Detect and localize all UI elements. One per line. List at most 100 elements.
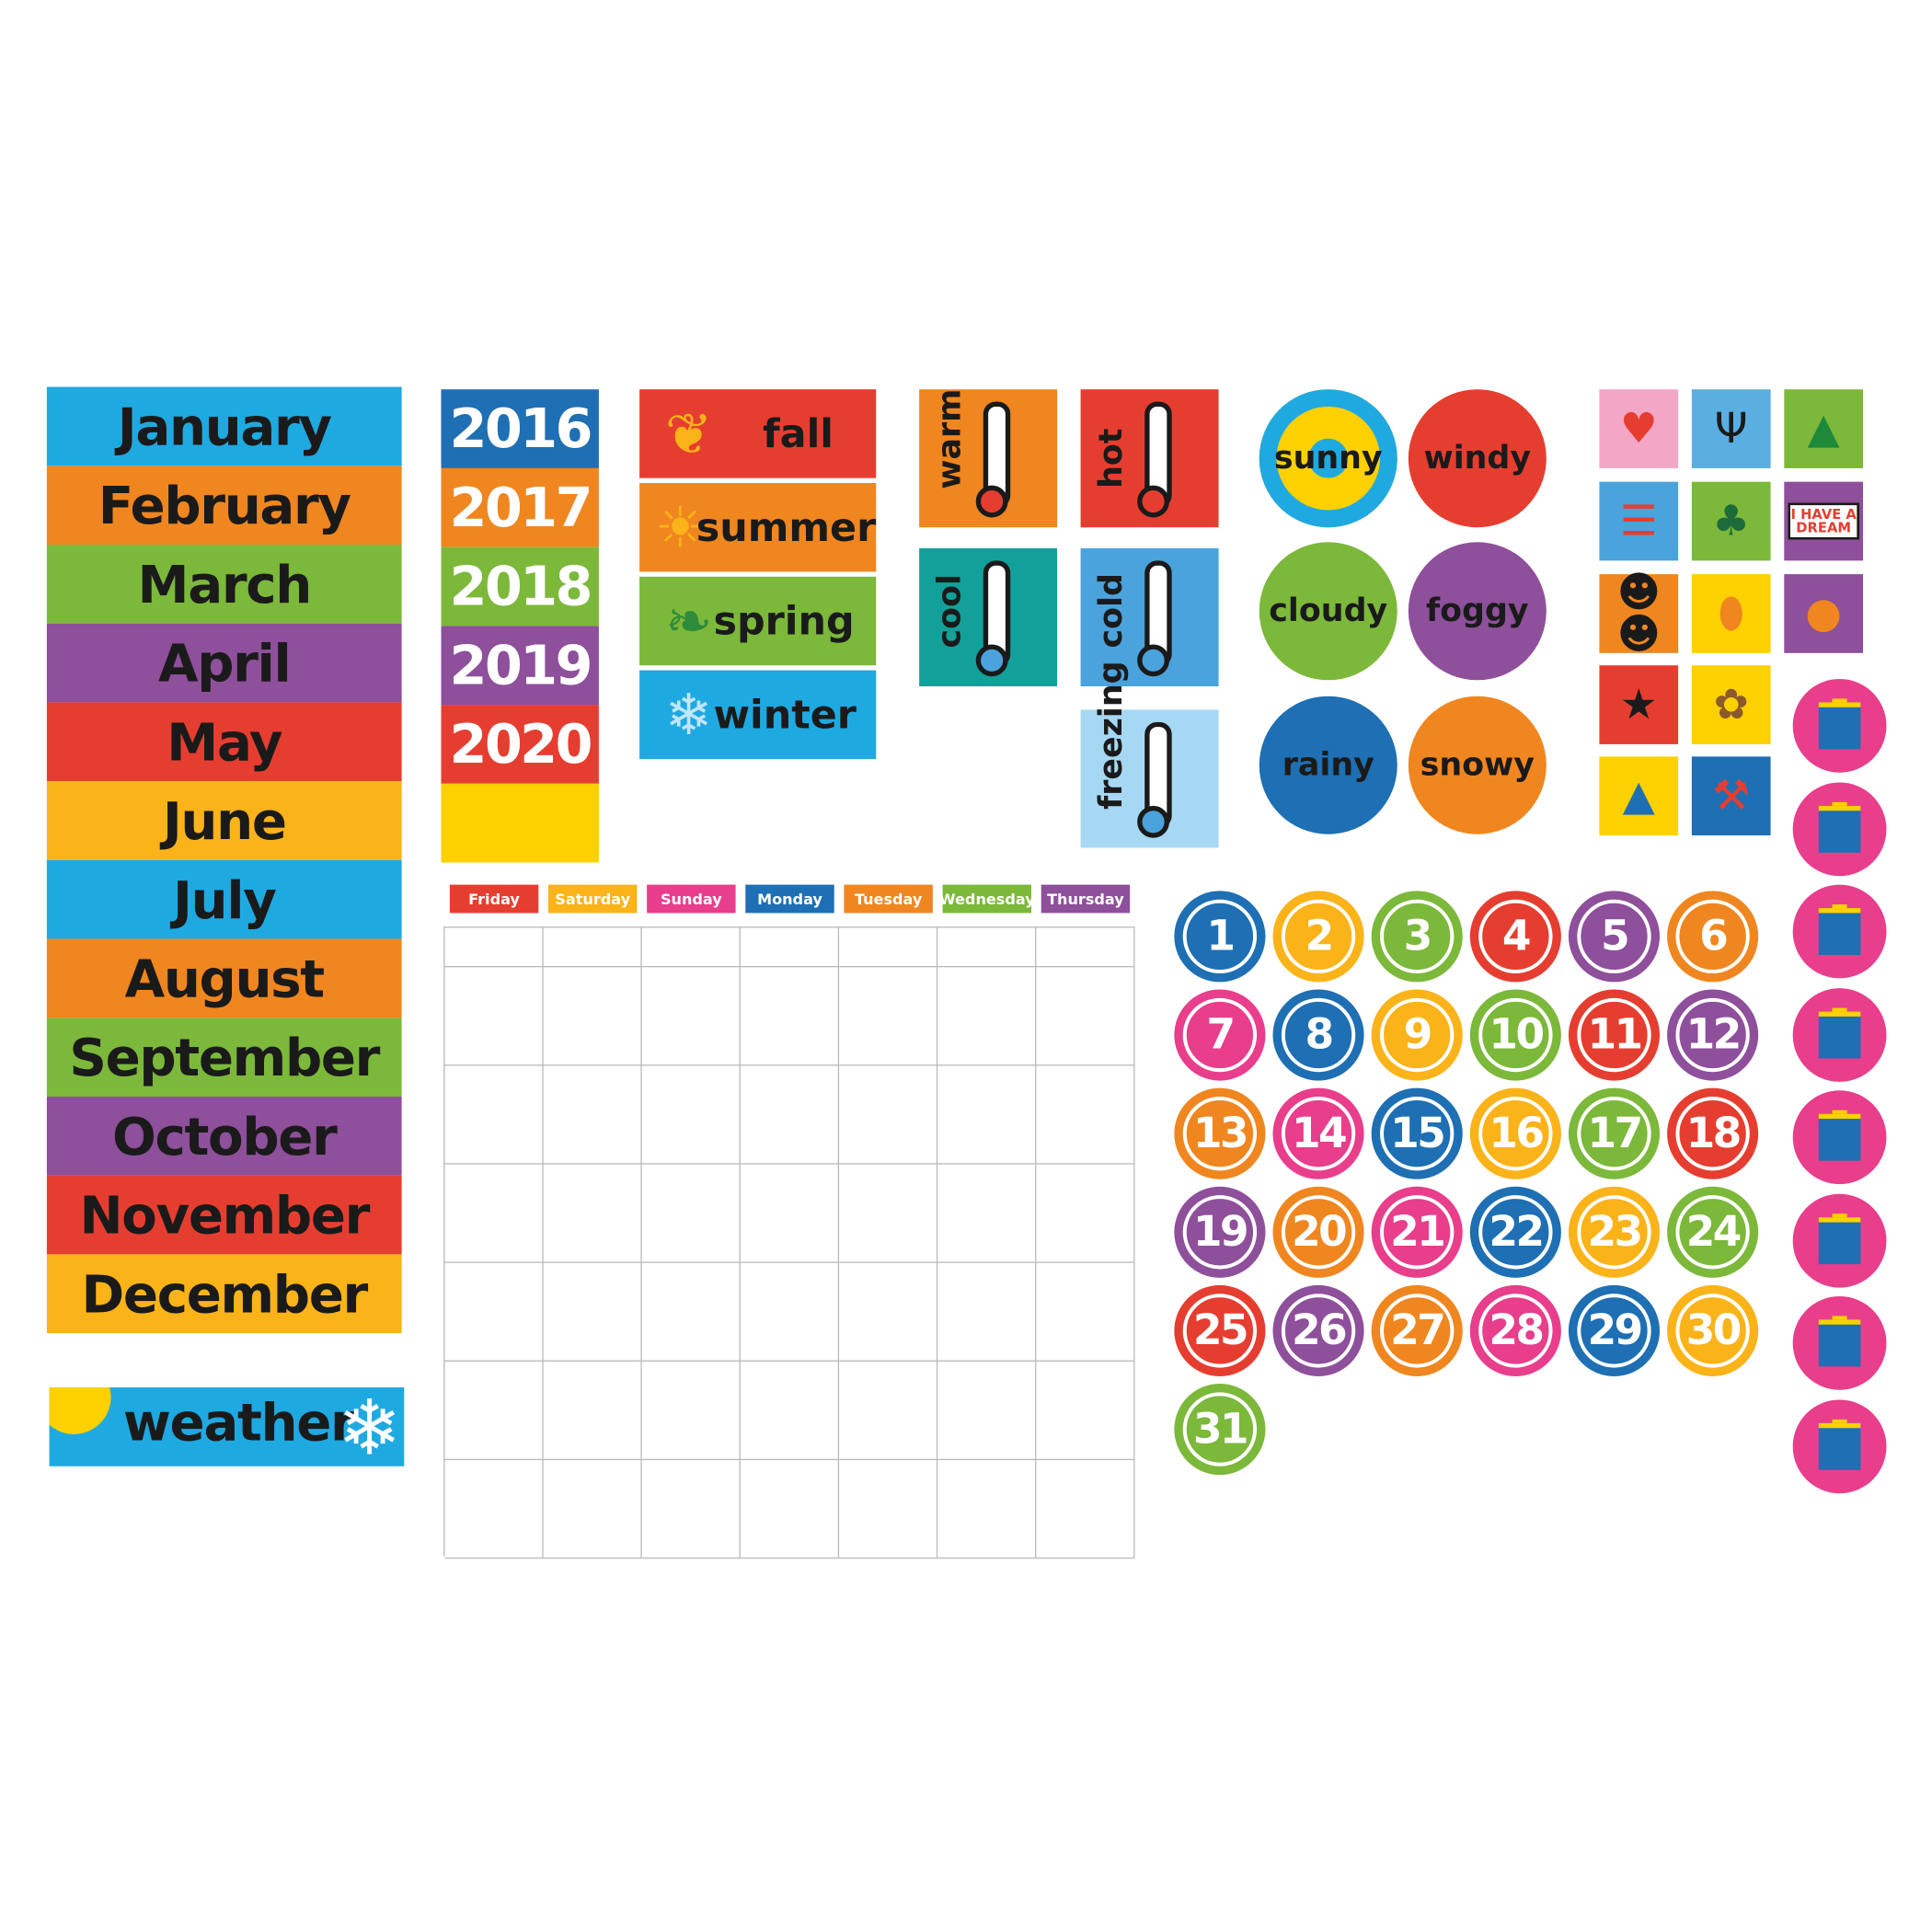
sun-icon: [49, 1387, 111, 1434]
thermometer-bulb-icon: [975, 644, 1008, 677]
calendar-cell[interactable]: [1036, 1065, 1135, 1165]
leaves-icon: ❧: [664, 587, 713, 655]
date-number-label: 17: [1577, 1096, 1651, 1171]
calendar-cell[interactable]: [1036, 1164, 1135, 1263]
calendar-cell[interactable]: [543, 1460, 642, 1559]
calendar-cell[interactable]: [641, 1262, 741, 1362]
calendar-cell[interactable]: [839, 1164, 938, 1263]
calendar-cell[interactable]: [740, 1262, 840, 1362]
temperature-card-warm: warm: [919, 388, 1058, 528]
calendar-cell[interactable]: [839, 1361, 938, 1461]
temperature-label: warm: [931, 388, 969, 489]
calendar-cell[interactable]: [839, 967, 938, 1066]
calendar-cell[interactable]: [740, 967, 840, 1066]
season-card-summer: ☀ summer: [639, 483, 877, 572]
date-number-circle: 23: [1568, 1186, 1661, 1278]
calendar-cell[interactable]: [839, 927, 938, 968]
calendar-cell[interactable]: [641, 927, 741, 968]
date-number-label: 14: [1281, 1096, 1356, 1171]
date-number-circle: 3: [1371, 891, 1463, 983]
date-number-label: 22: [1478, 1195, 1553, 1270]
calendar-cell[interactable]: [641, 1460, 741, 1559]
calendar-cell[interactable]: [641, 967, 741, 1066]
sun-icon: ☀: [654, 494, 706, 561]
day-label-monday: Monday: [745, 884, 834, 914]
hearts-icon: ♥: [1619, 404, 1658, 454]
temperature-label: hot: [1092, 428, 1131, 489]
year-card: 2020: [441, 705, 599, 784]
calendar-cell[interactable]: [740, 1361, 840, 1461]
month-card-november: November: [46, 1175, 402, 1255]
snowflake-icon: ❄: [338, 1387, 402, 1466]
jack-o-lantern-card: ●: [1784, 574, 1864, 653]
birthday-cake-icon: [1818, 1319, 1861, 1367]
day-label-thursday: Thursday: [1041, 884, 1131, 914]
date-number-label: 15: [1380, 1096, 1455, 1171]
date-number-label: 9: [1380, 997, 1455, 1073]
calendar-cell[interactable]: [444, 1262, 544, 1362]
calendar-cell[interactable]: [937, 967, 1037, 1066]
calendar-cell[interactable]: [839, 1460, 938, 1559]
calendar-cell[interactable]: [937, 1460, 1037, 1559]
calendar-cell[interactable]: [1036, 1361, 1135, 1461]
calendar-cell[interactable]: [740, 1065, 840, 1165]
calendar-cell[interactable]: [740, 1164, 840, 1263]
date-number-label: 4: [1478, 899, 1553, 974]
date-number-circle: 5: [1568, 891, 1661, 983]
calendar-cell[interactable]: [543, 1164, 642, 1263]
calendar-cell[interactable]: [543, 927, 642, 968]
calendar-cell[interactable]: [444, 927, 544, 968]
calendar-cell[interactable]: [444, 1164, 544, 1263]
calendar-cell[interactable]: [740, 1460, 840, 1559]
year-card: 2016: [441, 389, 599, 468]
weather-header-card: weather ❄: [49, 1387, 405, 1466]
calendar-cell[interactable]: [937, 1262, 1037, 1362]
american-flag-fireworks-icon: ☰: [1619, 496, 1658, 546]
christmas-tree-icon: ▲: [1807, 404, 1840, 454]
date-number-circle: 4: [1469, 891, 1561, 983]
maple-leaf-icon: ❦: [664, 400, 713, 467]
calendar-cell[interactable]: [641, 1361, 741, 1461]
date-number-circle: 19: [1174, 1186, 1266, 1278]
weather-circle-windy: windy: [1408, 389, 1547, 528]
calendar-cell[interactable]: [1036, 967, 1135, 1066]
menorah-card: Ψ: [1691, 389, 1771, 468]
calendar-cell[interactable]: [839, 1262, 938, 1362]
four-leaf-clover-card: ♣: [1691, 481, 1771, 561]
month-card-june: June: [46, 781, 402, 860]
date-number-label: 1: [1182, 899, 1258, 974]
month-card-december: December: [46, 1254, 402, 1334]
easter-egg-icon: ⬮: [1718, 589, 1745, 638]
calendar-cell[interactable]: [937, 1361, 1037, 1461]
date-number-circle: 12: [1667, 989, 1759, 1081]
date-number-circle: 30: [1667, 1284, 1759, 1376]
calendar-cell[interactable]: [543, 1361, 642, 1461]
date-number-label: 12: [1675, 997, 1750, 1073]
calendar-cell[interactable]: [444, 1065, 544, 1165]
calendar-cell[interactable]: [1036, 927, 1135, 968]
date-number-label: 6: [1675, 899, 1750, 974]
calendar-cell[interactable]: [444, 967, 544, 1066]
calendar-cell[interactable]: [444, 1460, 544, 1559]
calendar-cell[interactable]: [444, 1361, 544, 1461]
date-number-circle: 26: [1272, 1284, 1364, 1376]
date-number-label: 21: [1380, 1195, 1455, 1270]
calendar-cell[interactable]: [937, 927, 1037, 968]
calendar-cell[interactable]: [641, 1065, 741, 1165]
calendar-cell[interactable]: [1036, 1262, 1135, 1362]
year-card: 2019: [441, 626, 599, 706]
date-number-circle: 7: [1174, 989, 1266, 1081]
calendar-cell[interactable]: [641, 1164, 741, 1263]
day-label-sunday: Sunday: [647, 884, 736, 914]
season-card-winter: ❄ winter: [639, 670, 877, 760]
calendar-cell[interactable]: [543, 1065, 642, 1165]
calendar-cell[interactable]: [543, 967, 642, 1066]
calendar-cell[interactable]: [740, 927, 840, 968]
calendar-cell[interactable]: [937, 1065, 1037, 1165]
calendar-cell[interactable]: [937, 1164, 1037, 1263]
calendar-cell[interactable]: [839, 1065, 938, 1165]
calendar-cell[interactable]: [543, 1262, 642, 1362]
calendar-cell[interactable]: [1036, 1460, 1135, 1559]
date-number-label: 18: [1675, 1096, 1750, 1171]
date-number-label: 13: [1182, 1096, 1258, 1171]
